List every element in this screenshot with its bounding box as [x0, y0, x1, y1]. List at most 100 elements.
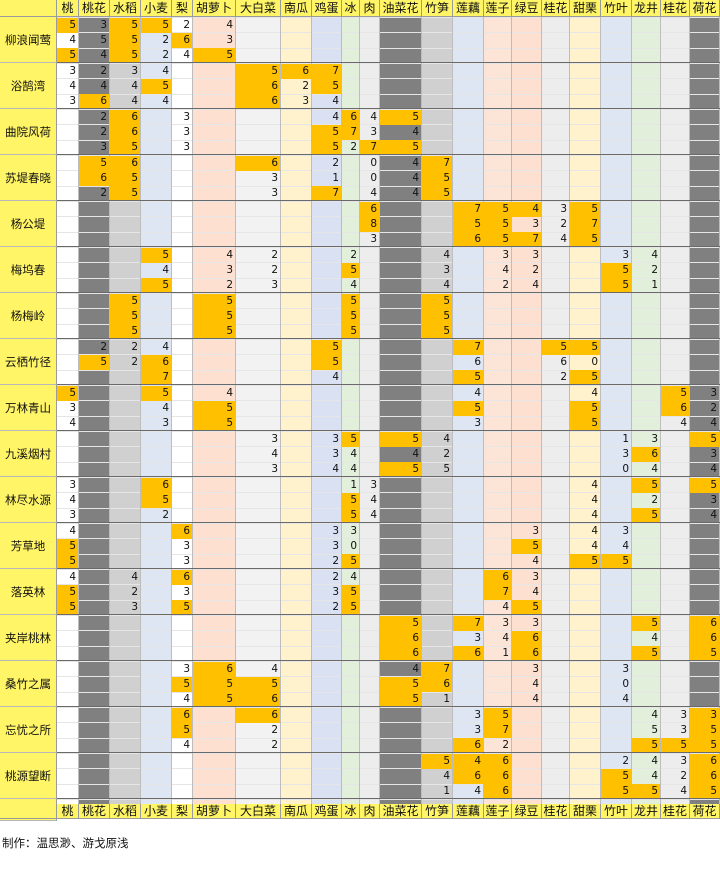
row-label-1[interactable]: 柳浪闻莺: [0, 17, 57, 63]
footer-header-col-21[interactable]: 桂花: [661, 804, 690, 819]
footer-header-col-18[interactable]: 甜栗: [570, 804, 601, 819]
header-col-4[interactable]: 小麦: [141, 0, 172, 17]
header-col-1[interactable]: 桃: [57, 0, 79, 17]
row-label-2[interactable]: 浴鹄湾: [0, 63, 57, 109]
cell-value: 5: [651, 479, 658, 491]
cell-value: 4: [226, 387, 233, 399]
header-col-6[interactable]: 胡萝卜: [193, 0, 236, 17]
row-label-16[interactable]: 忘忧之所: [0, 707, 57, 753]
header-col-16[interactable]: 绿豆: [512, 0, 542, 17]
footer-header-col-14[interactable]: 莲藕: [453, 804, 484, 819]
footer-header-col-5[interactable]: 梨: [172, 804, 193, 819]
cell-value: 1: [651, 279, 658, 291]
row-label-6[interactable]: 梅坞春: [0, 247, 57, 293]
footer-header-col-2[interactable]: 桃花: [79, 804, 110, 819]
cell-value: 5: [183, 601, 190, 613]
cell-value: 5: [131, 295, 138, 307]
footer-header-col-15[interactable]: 莲子: [484, 804, 512, 819]
cell-value: 4: [162, 264, 169, 276]
header-col-13[interactable]: 竹笋: [422, 0, 453, 17]
highlighted-cell: [570, 202, 600, 217]
cell-value: 4: [532, 279, 539, 291]
header-col-17[interactable]: 桂花: [542, 0, 570, 17]
header-col-18[interactable]: 甜栗: [570, 0, 601, 17]
footer-header-col-20[interactable]: 龙井: [632, 804, 661, 819]
header-col-15[interactable]: 莲子: [484, 0, 512, 17]
cell-value: 5: [502, 233, 509, 245]
footer-header-col-4[interactable]: 小麦: [141, 804, 172, 819]
footer-header-col-17[interactable]: 桂花: [542, 804, 570, 819]
header-col-21[interactable]: 桂花: [661, 0, 690, 17]
header-col-20[interactable]: 龙井: [632, 0, 661, 17]
footer-header-col-9[interactable]: 鸡蛋: [312, 804, 342, 819]
header-col-10[interactable]: 冰: [342, 0, 360, 17]
header-col-8[interactable]: 南瓜: [281, 0, 312, 17]
cell-value: 5: [332, 141, 339, 153]
header-col-9[interactable]: 鸡蛋: [312, 0, 342, 17]
footer-header-col-19[interactable]: 竹叶: [601, 804, 632, 819]
highlighted-cell: [110, 156, 140, 171]
header-col-22[interactable]: 荷花: [690, 0, 720, 17]
cell-value: 5: [183, 724, 190, 736]
row-label-8[interactable]: 云栖竹径: [0, 339, 57, 385]
header-col-2[interactable]: 桃花: [79, 0, 110, 17]
footer-header-col-6[interactable]: 胡萝卜: [193, 804, 236, 819]
header-col-3[interactable]: 水稻: [110, 0, 141, 17]
highlighted-cell: [484, 769, 511, 784]
cell-value: 2: [332, 601, 339, 613]
row-label-17[interactable]: 桃源望断: [0, 753, 57, 799]
cell-value: 3: [100, 141, 107, 153]
cell-value: 4: [443, 279, 450, 291]
footer-header-col-1[interactable]: 桃: [57, 804, 79, 819]
cell-value: 4: [69, 34, 76, 46]
footer-header-col-7[interactable]: 大白菜: [236, 804, 281, 819]
highlighted-cell: [453, 370, 483, 385]
column-background: [632, 17, 661, 804]
highlighted-cell: [79, 156, 109, 171]
cell-value: 3: [226, 264, 233, 276]
row-label-12[interactable]: 芳草地: [0, 523, 57, 569]
header-col-14[interactable]: 莲藕: [453, 0, 484, 17]
highlighted-cell: [453, 340, 483, 355]
cell-value: 4: [412, 172, 419, 184]
highlighted-cell: [422, 754, 452, 769]
footer-header-col-8[interactable]: 南瓜: [281, 804, 312, 819]
row-label-4[interactable]: 苏堤春晓: [0, 155, 57, 201]
footer-header-col-22[interactable]: 荷花: [690, 804, 720, 819]
cell-value: 2: [100, 126, 107, 138]
row-label-10[interactable]: 九溪烟村: [0, 431, 57, 477]
cell-value: 3: [69, 95, 76, 107]
footer-header-col-16[interactable]: 绿豆: [512, 804, 542, 819]
header-col-11[interactable]: 肉: [360, 0, 380, 17]
highlighted-cell: [484, 232, 511, 247]
row-label-9[interactable]: 万林青山: [0, 385, 57, 431]
footer-header-col-12[interactable]: 油菜花: [380, 804, 422, 819]
footer-header-col-3[interactable]: 水稻: [110, 804, 141, 819]
header-col-5[interactable]: 梨: [172, 0, 193, 17]
header-col-7[interactable]: 大白菜: [236, 0, 281, 17]
row-label-7[interactable]: 杨梅岭: [0, 293, 57, 339]
cell-value: 3: [131, 65, 138, 77]
footer-header-col-11[interactable]: 肉: [360, 804, 380, 819]
cell-value: 4: [591, 494, 598, 506]
row-label-3[interactable]: 曲院风荷: [0, 109, 57, 155]
cell-value: 4: [69, 494, 76, 506]
highlighted-cell: [601, 278, 631, 293]
cell-value: 3: [100, 19, 107, 31]
cell-value: 4: [162, 65, 169, 77]
row-label-11[interactable]: 林尽水源: [0, 477, 57, 523]
header-col-19[interactable]: 竹叶: [601, 0, 632, 17]
row-label-14[interactable]: 夹岸桃林: [0, 615, 57, 661]
row-label-15[interactable]: 桑竹之属: [0, 661, 57, 707]
footer-header-col-13[interactable]: 竹笋: [422, 804, 453, 819]
highlighted-cell: [79, 171, 109, 186]
column-background: [79, 17, 110, 804]
cell-value: 5: [162, 279, 169, 291]
row-label-5[interactable]: 杨公堤: [0, 201, 57, 247]
highlighted-cell: [512, 202, 541, 217]
gridline: [0, 569, 720, 570]
row-separator: [57, 476, 720, 477]
header-col-12[interactable]: 油菜花: [380, 0, 422, 17]
row-label-13[interactable]: 落英林: [0, 569, 57, 615]
footer-header-col-10[interactable]: 冰: [342, 804, 360, 819]
